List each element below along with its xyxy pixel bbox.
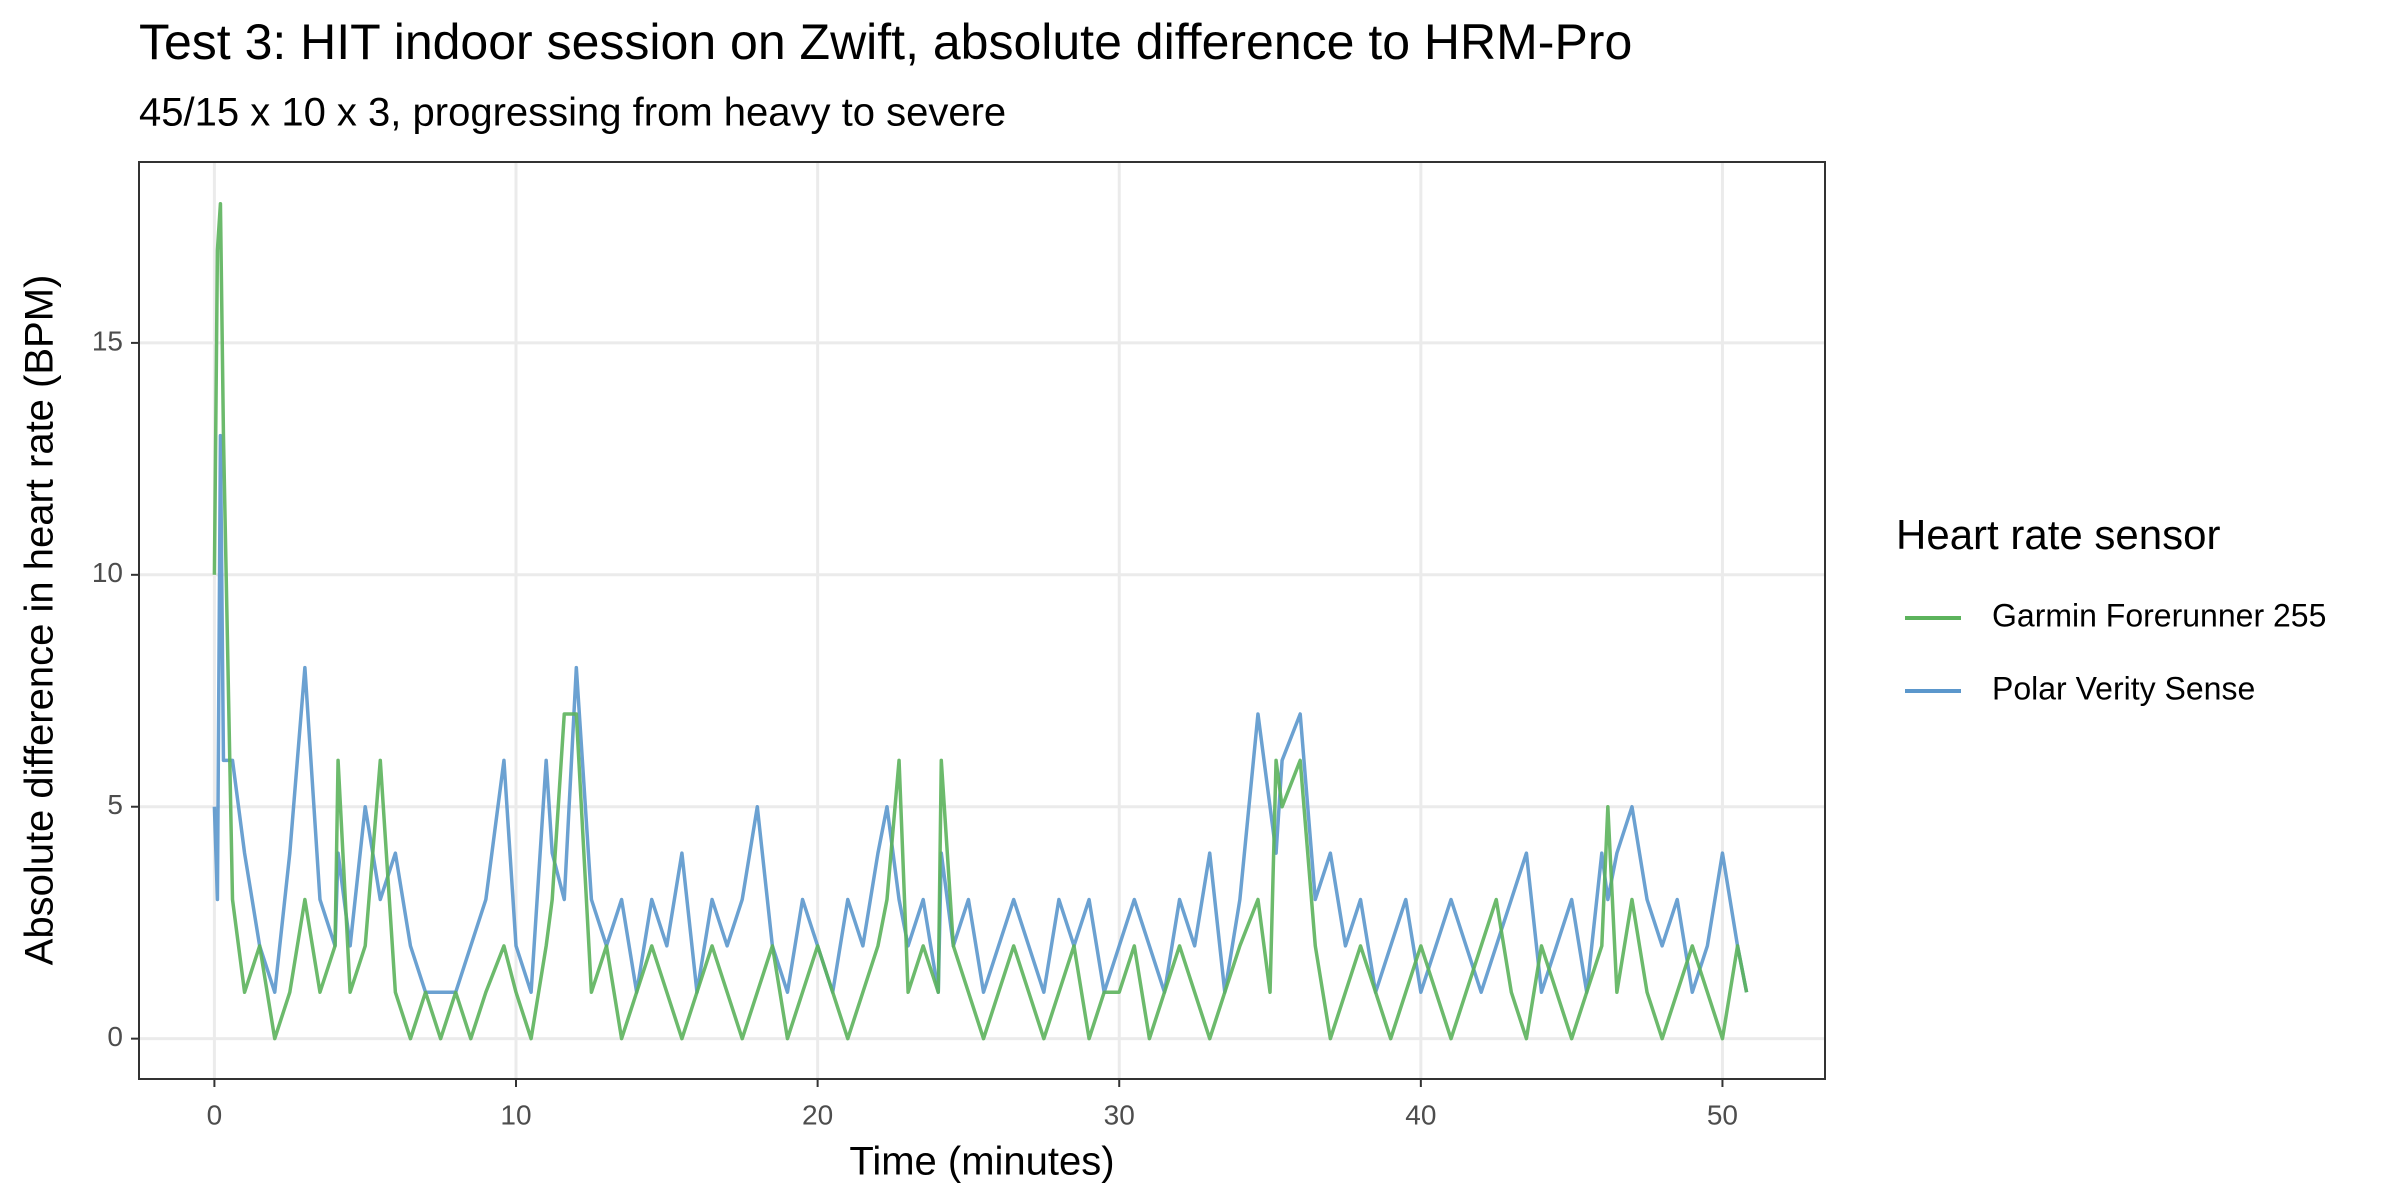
chart-subtitle: 45/15 x 10 x 3, progressing from heavy t… xyxy=(139,91,1006,135)
x-tick-label: 50 xyxy=(1707,1099,1738,1130)
series-line xyxy=(212,201,1749,1041)
y-tick-label: 15 xyxy=(92,325,123,356)
x-axis-title: Time (minutes) xyxy=(849,1140,1114,1184)
x-tick-label: 40 xyxy=(1405,1099,1436,1130)
series-line xyxy=(212,433,1749,995)
legend-label: Polar Verity Sense xyxy=(1992,670,2255,706)
x-tick-label: 10 xyxy=(500,1099,531,1130)
legend-label: Garmin Forerunner 255 xyxy=(1992,597,2326,633)
y-tick-label: 0 xyxy=(107,1021,123,1052)
y-axis-title: Absolute difference in heart rate (BPM) xyxy=(18,275,62,966)
x-tick-label: 0 xyxy=(207,1099,223,1130)
plot-background xyxy=(139,162,1825,1079)
y-tick-label: 10 xyxy=(92,557,123,588)
legend-title: Heart rate sensor xyxy=(1896,511,2220,558)
x-tick-label: 20 xyxy=(802,1099,833,1130)
y-tick-label: 5 xyxy=(107,789,123,820)
plot-border xyxy=(138,161,1826,1080)
x-tick-label: 30 xyxy=(1104,1099,1135,1130)
chart-title: Test 3: HIT indoor session on Zwift, abs… xyxy=(139,14,1632,70)
